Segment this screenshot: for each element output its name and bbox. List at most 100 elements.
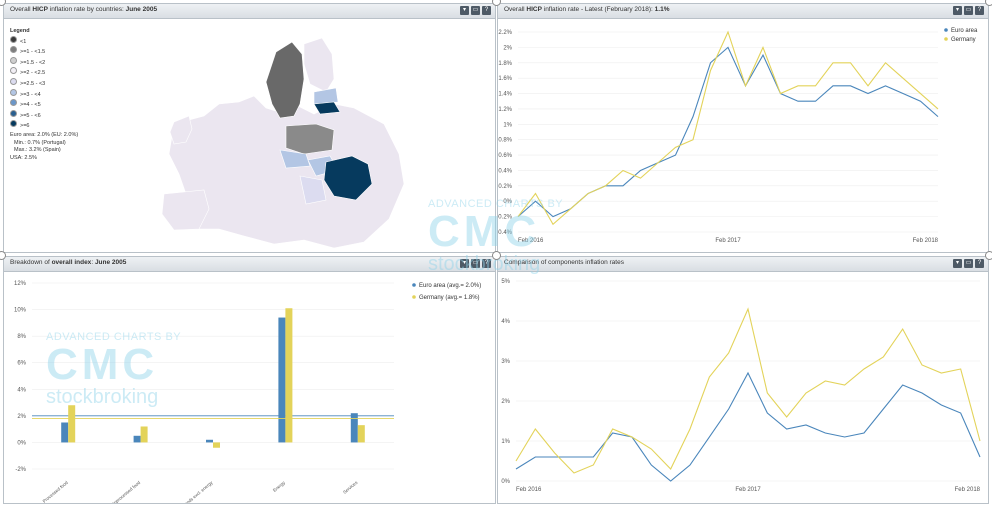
legend-swatch (10, 120, 17, 128)
x-tick-label: Feb 2018 (913, 238, 939, 244)
y-tick-label: 1.6% (498, 76, 512, 82)
bar-euro-area (350, 413, 358, 443)
resize-handle[interactable] (0, 251, 6, 260)
y-tick-label: 2.2% (498, 30, 512, 36)
y-tick-label: 0% (501, 479, 510, 485)
y-tick-label: 2% (17, 414, 26, 420)
legend-swatch (10, 56, 17, 64)
series-line-germany (515, 307, 981, 474)
legend-label: Germany (avg.= 1.8%) (419, 295, 480, 301)
y-tick-label: 10% (14, 308, 27, 314)
legend-marker (944, 37, 948, 41)
legend-item: >=5 - <6 (10, 109, 78, 121)
map-region-iberia (161, 189, 210, 231)
legend-item: >=4 - <5 (10, 99, 78, 110)
legend-label: Germany (951, 37, 976, 43)
help-icon[interactable]: ? (482, 6, 491, 15)
map-region-central (279, 149, 311, 169)
y-tick-label: 6% (17, 361, 26, 367)
y-tick-label: 1.4% (498, 92, 512, 98)
legend-swatch (10, 99, 17, 107)
collapse-icon[interactable]: ▾ (460, 259, 469, 268)
series-line-germany (517, 30, 939, 226)
bar-euro-area (133, 435, 141, 443)
y-tick-label: 4% (17, 387, 26, 393)
map-legend: Legend <1 >=1 - <1.5 >=1.5 - <2 >=2 - <2.5 >… (10, 28, 78, 162)
legend-label: >=3 - <4 (20, 91, 41, 98)
help-icon[interactable]: ? (975, 259, 984, 268)
collapse-icon[interactable]: ▾ (953, 259, 962, 268)
europe-map (161, 37, 405, 249)
y-tick-label: 1.8% (498, 61, 512, 67)
components-line-panel: Comparison of components inflation rates… (497, 256, 989, 504)
map-stat: Max.: 3.2% (Spain) (14, 147, 61, 154)
maximize-icon[interactable]: ▭ (964, 259, 973, 268)
resize-handle[interactable] (985, 251, 992, 260)
panel-title: Breakdown of overall index: June 2005 (10, 259, 127, 266)
legend-item: >=1 - <1.5 (10, 46, 78, 57)
resize-handle[interactable] (492, 0, 501, 6)
maximize-icon[interactable]: ▭ (471, 6, 480, 15)
panel-title: Overall HICP inflation rate by countries… (10, 6, 158, 13)
y-tick-label: 1% (503, 122, 512, 128)
y-tick-label: 1.2% (498, 107, 512, 113)
x-tick-label: Feb 2017 (715, 238, 741, 244)
bar-euro-area (278, 317, 286, 443)
x-tick-label: Feb 2017 (735, 487, 761, 493)
y-tick-label: 2% (503, 45, 512, 51)
y-tick-label: 12% (14, 281, 27, 287)
y-tick-label: 1% (501, 439, 510, 445)
resize-handle[interactable] (0, 0, 6, 6)
map-region-poland (285, 123, 335, 155)
y-tick-label: 2% (501, 399, 510, 405)
collapse-icon[interactable]: ▾ (953, 6, 962, 15)
map-region-norway-finland (303, 37, 335, 93)
category-label: Services (342, 479, 359, 494)
panel-header: Comparison of components inflation rates… (498, 257, 988, 272)
help-icon[interactable]: ? (482, 259, 491, 268)
legend-swatch (10, 77, 17, 85)
legend-item: >=1.5 - <2 (10, 56, 78, 68)
map-stat: USA: 2.5% (10, 154, 37, 161)
legend-label: >=4 - <5 (20, 102, 41, 109)
y-tick-label: -0.4% (498, 230, 513, 236)
legend-item: >=2 - <2.5 (10, 67, 78, 78)
bar-euro-area (61, 422, 69, 443)
legend-item: >=3 - <4 (10, 88, 78, 100)
breakdown-bar-panel: Breakdown of overall index: June 2005 ▾ ▭… (3, 256, 496, 504)
resize-handle[interactable] (985, 0, 992, 6)
bar-euro-area (206, 439, 213, 443)
legend-swatch (10, 35, 17, 43)
category-label: Unprocessed food (110, 480, 142, 504)
y-tick-label: 0% (503, 199, 512, 205)
y-tick-label: 0.8% (498, 138, 512, 144)
legend-swatch (10, 109, 17, 117)
map-region-romania (323, 155, 373, 201)
series-line-euro-area (517, 46, 939, 218)
legend-swatch (10, 67, 17, 75)
y-tick-label: 0.6% (498, 153, 512, 159)
y-tick-label: -0.2% (498, 215, 513, 221)
category-label: Energy (272, 479, 287, 492)
panel-header: Breakdown of overall index: June 2005 ▾ ▭… (4, 257, 495, 272)
category-label: Processed food (42, 480, 70, 504)
legend-label: >=1 - <1.5 (20, 49, 46, 56)
legend-title: Legend (10, 28, 30, 34)
collapse-icon[interactable]: ▾ (460, 6, 469, 15)
resize-handle[interactable] (492, 251, 501, 260)
panel-header: Overall HICP inflation rate by countries… (4, 4, 495, 19)
legend-label: >=2.5 - <3 (20, 80, 46, 87)
maximize-icon[interactable]: ▭ (471, 259, 480, 268)
map-stat: Euro area: 2.0% (EU: 2.0%) (10, 131, 79, 138)
x-tick-label: Feb 2016 (518, 238, 544, 244)
category-label: Ind. goods excl. energy (175, 479, 214, 504)
legend-label: >=5 - <6 (20, 112, 41, 119)
help-icon[interactable]: ? (975, 6, 984, 15)
maximize-icon[interactable]: ▭ (964, 6, 973, 15)
map-stat: Min.: 0.7% (Portugal) (14, 139, 66, 146)
y-tick-label: 5% (501, 279, 510, 285)
map-region-latvia (313, 101, 341, 115)
y-tick-label: 3% (501, 359, 510, 365)
map-region-baltic (313, 87, 339, 105)
legend-marker (944, 28, 948, 32)
